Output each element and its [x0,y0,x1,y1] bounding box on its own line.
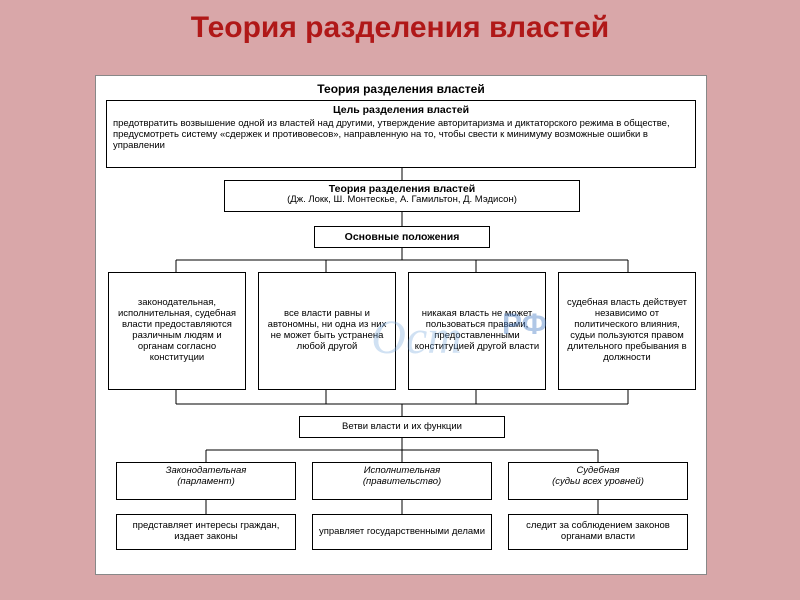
branches-header: Ветви власти и их функции [299,416,505,438]
branch-sub: (правительство) [317,477,487,488]
branch-sub: (парламент) [121,477,291,488]
provision-box: никакая власть не может пользоваться пра… [408,272,546,390]
branch-func-box: управляет государственными делами [312,514,492,550]
provisions-header: Основные положения [314,226,490,248]
branch-func-box: представляет интересы граждан, издает за… [116,514,296,550]
branch-sub: (судьи всех уровней) [513,477,683,488]
branch-box: Законодательная (парламент) [116,462,296,500]
goal-box: Цель разделения властей предотвратить во… [106,100,696,168]
theory-box: Теория разделения властей (Дж. Локк, Ш. … [224,180,580,212]
provision-box: все власти равны и автономны, ни одна из… [258,272,396,390]
theory-names: (Дж. Локк, Ш. Монтескье, А. Гамильтон, Д… [227,195,577,206]
branch-box: Судебная (судьи всех уровней) [508,462,688,500]
goal-text: предотвратить возвышение одной из власте… [113,119,689,152]
provision-box: судебная власть действует независимо от … [558,272,696,390]
goal-header: Цель разделения властей [113,104,689,116]
diagram-title: Теория разделения властей [104,82,698,96]
diagram-frame: Теория разделения властей [95,75,707,575]
branch-func-box: следит за соблюдением законов органами в… [508,514,688,550]
diagram-area: Цель разделения властей предотвратить во… [104,100,698,560]
branch-box: Исполнительная (правительство) [312,462,492,500]
slide-title: Теория разделения властей [0,12,800,44]
provision-box: законодательная, исполнительная, судебна… [108,272,246,390]
